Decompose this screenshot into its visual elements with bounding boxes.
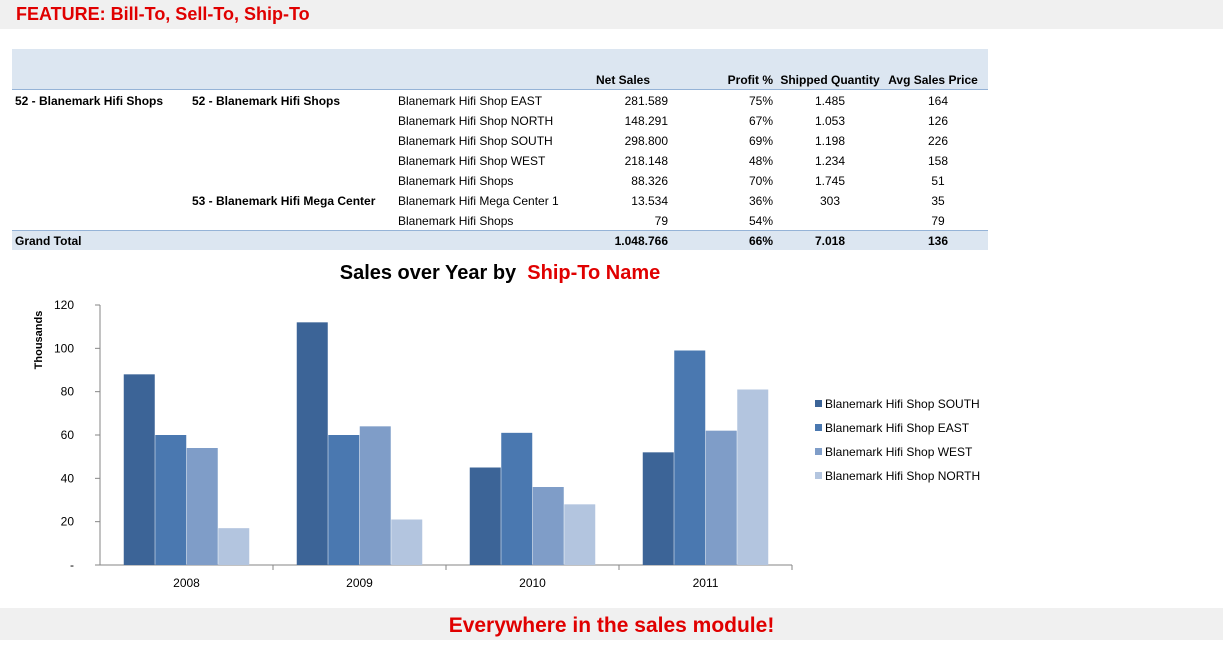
row-profit: 67% bbox=[748, 114, 773, 128]
x-tick-label: 2011 bbox=[693, 576, 719, 590]
row-shipped-qty: 1.485 bbox=[814, 94, 846, 108]
y-tick-label: 100 bbox=[54, 341, 74, 355]
bar bbox=[218, 528, 250, 565]
x-tick-label: 2010 bbox=[519, 576, 546, 590]
bar bbox=[737, 389, 769, 565]
row-avg-price: 126 bbox=[927, 114, 949, 128]
row-avg-price: 226 bbox=[927, 134, 949, 148]
row-sell-to: 53 - Blanemark Hifi Mega Center bbox=[192, 194, 376, 208]
y-tick-label: 40 bbox=[61, 471, 75, 485]
row-profit: 69% bbox=[748, 134, 773, 148]
legend-swatch bbox=[815, 424, 822, 431]
legend-entry: Blanemark Hifi Shop NORTH bbox=[825, 469, 980, 483]
row-net-sales: 281.589 bbox=[624, 94, 668, 108]
row-avg-price: 158 bbox=[927, 154, 949, 168]
bar bbox=[564, 504, 596, 565]
header-band bbox=[0, 0, 1223, 29]
y-tick-label: 120 bbox=[54, 298, 74, 312]
row-avg-price: 79 bbox=[931, 214, 945, 228]
x-tick-label: 2009 bbox=[346, 576, 373, 590]
chart-title: Sales over Year by Ship-To Name bbox=[0, 262, 1000, 285]
bar bbox=[186, 448, 218, 565]
y-tick-label: 20 bbox=[61, 515, 75, 529]
bar bbox=[532, 487, 564, 565]
header-avg-price: Avg Sales Price bbox=[888, 73, 978, 87]
total-profit: 66% bbox=[748, 234, 773, 248]
bar bbox=[674, 350, 706, 565]
chart-title-accent: Ship-To Name bbox=[527, 262, 661, 284]
row-net-sales: 88.326 bbox=[631, 174, 668, 188]
row-profit: 36% bbox=[748, 194, 773, 208]
row-profit: 48% bbox=[748, 154, 773, 168]
bar bbox=[469, 467, 501, 565]
row-profit: 54% bbox=[748, 214, 773, 228]
row-shipped-qty: 1.053 bbox=[814, 114, 846, 128]
bar bbox=[328, 435, 360, 565]
legend-entry: Blanemark Hifi Shop EAST bbox=[825, 421, 970, 435]
legend-swatch bbox=[815, 400, 822, 407]
header-shipped-qty: Shipped Quantity bbox=[780, 73, 880, 87]
grand-total-row bbox=[12, 230, 988, 250]
row-shipped-qty: 1.234 bbox=[814, 154, 846, 168]
row-shipped-qty: 303 bbox=[819, 194, 841, 208]
row-ship-to: Blanemark Hifi Shop WEST bbox=[398, 154, 546, 168]
row-ship-to: Blanemark Hifi Shop SOUTH bbox=[398, 134, 553, 148]
legend-swatch bbox=[815, 472, 822, 479]
y-axis-label: Thousands bbox=[33, 311, 45, 370]
bar bbox=[359, 426, 391, 565]
bar bbox=[296, 322, 328, 565]
legend-entry: Blanemark Hifi Shop SOUTH bbox=[825, 397, 980, 411]
row-shipped-qty: 1.198 bbox=[814, 134, 846, 148]
bar bbox=[155, 435, 187, 565]
row-avg-price: 51 bbox=[931, 174, 945, 188]
bar bbox=[391, 519, 423, 565]
row-profit: 75% bbox=[748, 94, 773, 108]
row-profit: 70% bbox=[748, 174, 773, 188]
row-net-sales: 79 bbox=[654, 214, 668, 228]
row-ship-to: Blanemark Hifi Shops bbox=[398, 174, 514, 188]
y-tick-label: - bbox=[70, 558, 74, 572]
row-net-sales: 298.800 bbox=[624, 134, 668, 148]
footer-band bbox=[0, 608, 1223, 640]
x-tick-label: 2008 bbox=[173, 576, 200, 590]
row-bill-to: 52 - Blanemark Hifi Shops bbox=[15, 94, 164, 108]
total-label: Grand Total bbox=[15, 234, 82, 248]
bar bbox=[642, 452, 674, 565]
row-ship-to: Blanemark Hifi Mega Center 1 bbox=[398, 194, 559, 208]
feature-heading: FEATURE: Bill-To, Sell-To, Ship-To bbox=[16, 4, 310, 24]
footer-text: Everywhere in the sales module! bbox=[448, 614, 775, 637]
bar bbox=[501, 432, 533, 565]
row-avg-price: 164 bbox=[927, 94, 949, 108]
table-header bbox=[12, 49, 988, 90]
row-shipped-qty: 1.745 bbox=[814, 174, 846, 188]
row-ship-to: Blanemark Hifi Shops bbox=[398, 214, 514, 228]
header-profit: Profit % bbox=[727, 73, 773, 87]
row-sell-to: 52 - Blanemark Hifi Shops bbox=[192, 94, 341, 108]
chart-title-main: Sales over Year by bbox=[339, 262, 517, 284]
row-net-sales: 13.534 bbox=[631, 194, 668, 208]
header-net-sales: Net Sales bbox=[595, 73, 651, 87]
row-avg-price: 35 bbox=[931, 194, 945, 208]
total-avg-price: 136 bbox=[927, 234, 949, 248]
y-tick-label: 80 bbox=[61, 385, 75, 399]
row-net-sales: 218.148 bbox=[624, 154, 668, 168]
legend-swatch bbox=[815, 448, 822, 455]
row-net-sales: 148.291 bbox=[624, 114, 668, 128]
total-net-sales: 1.048.766 bbox=[614, 234, 668, 248]
bar bbox=[705, 430, 737, 565]
row-ship-to: Blanemark Hifi Shop EAST bbox=[398, 94, 543, 108]
bar bbox=[123, 374, 155, 565]
legend-entry: Blanemark Hifi Shop WEST bbox=[825, 445, 973, 459]
total-shipped-qty: 7.018 bbox=[814, 234, 846, 248]
row-ship-to: Blanemark Hifi Shop NORTH bbox=[398, 114, 554, 128]
sales-bar-chart: - 20 40 60 80 100 120 Thousands 2008 2009 2010 2011… bbox=[33, 298, 980, 590]
y-tick-label: 60 bbox=[61, 428, 75, 442]
